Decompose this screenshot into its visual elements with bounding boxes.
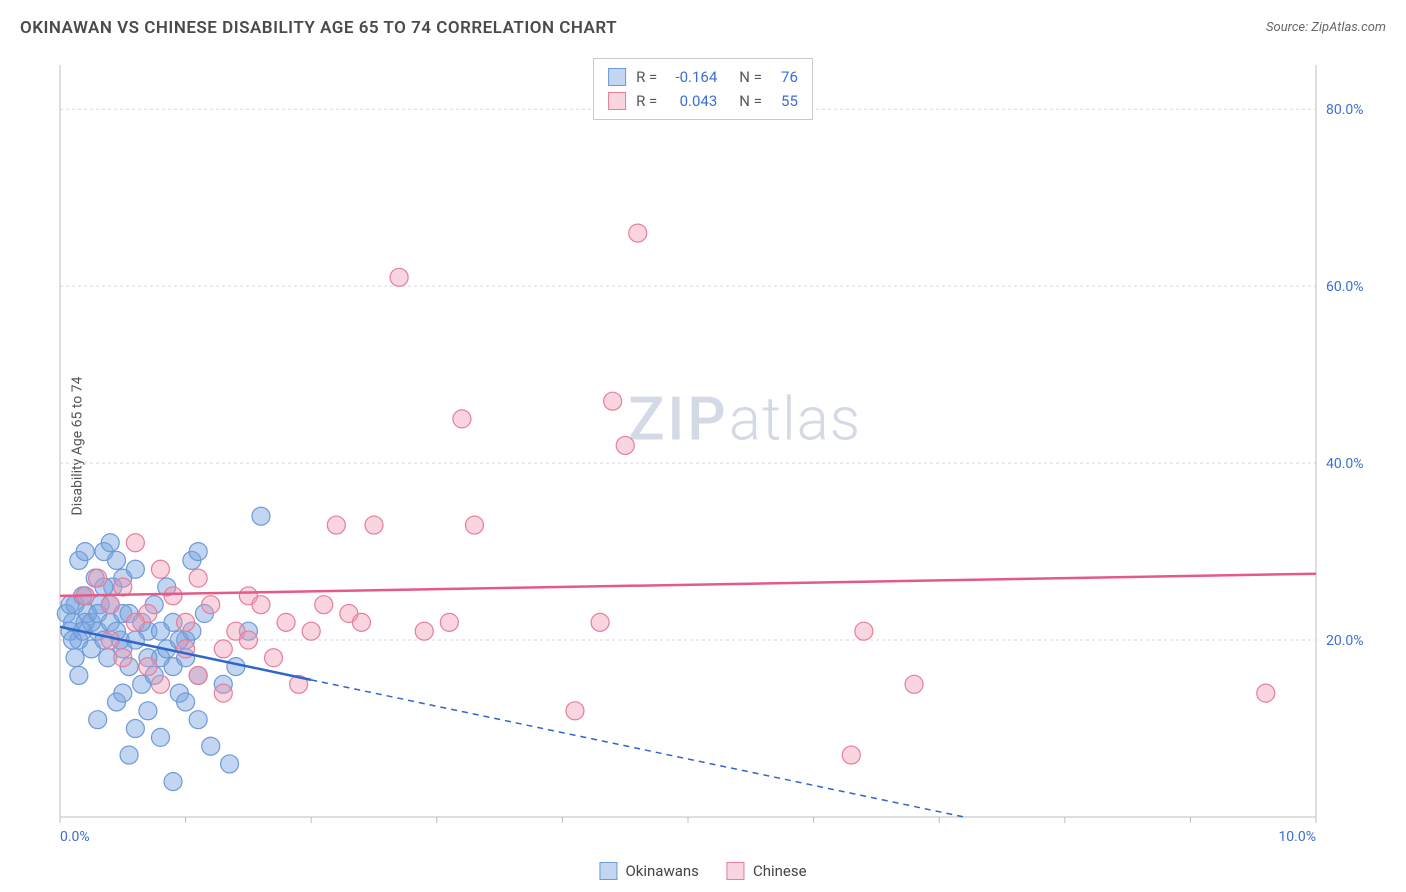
data-point (842, 746, 860, 764)
data-point (89, 569, 107, 587)
data-point (114, 684, 132, 702)
data-point (591, 613, 609, 631)
data-point (855, 622, 873, 640)
data-point (151, 560, 169, 578)
source-attribution: Source: ZipAtlas.com (1266, 20, 1386, 35)
stat-n-value: 76 (772, 65, 798, 89)
data-point (126, 534, 144, 552)
svg-text:60.0%: 60.0% (1326, 279, 1364, 295)
legend-label: Okinawans (625, 862, 698, 880)
data-point (227, 658, 245, 676)
data-point (327, 516, 345, 534)
data-point (151, 675, 169, 693)
data-point (114, 578, 132, 596)
series-swatch (608, 92, 626, 110)
series-swatch (608, 68, 626, 86)
stat-r-value: 0.043 (667, 89, 717, 113)
stats-row: R = -0.164 N = 76 (608, 65, 798, 89)
svg-text:10.0%: 10.0% (1278, 829, 1316, 845)
trend-line (60, 574, 1316, 596)
data-point (126, 720, 144, 738)
data-point (126, 613, 144, 631)
data-point (164, 587, 182, 605)
data-point (453, 410, 471, 428)
data-point (126, 631, 144, 649)
data-point (189, 711, 207, 729)
data-point (221, 755, 239, 773)
data-point (352, 613, 370, 631)
data-point (315, 596, 333, 614)
data-point (70, 666, 88, 684)
stats-row: R = 0.043 N = 55 (608, 89, 798, 113)
data-point (76, 543, 94, 561)
data-point (265, 649, 283, 667)
legend-swatch (599, 862, 617, 880)
stat-n-value: 55 (772, 89, 798, 113)
data-point (302, 622, 320, 640)
stat-r-label: R = (636, 65, 657, 89)
correlation-stats-box: R = -0.164 N = 76 R = 0.043 N = 55 (593, 58, 813, 120)
data-point (277, 613, 295, 631)
data-point (101, 631, 119, 649)
data-point (465, 516, 483, 534)
svg-text:0.0%: 0.0% (60, 829, 90, 845)
data-point (120, 746, 138, 764)
data-point (239, 631, 257, 649)
legend-swatch (727, 862, 745, 880)
chart-area: 20.0%40.0%60.0%80.0%0.0%10.0% ZIPatlas (50, 55, 1386, 847)
data-point (139, 658, 157, 676)
data-point (101, 596, 119, 614)
legend-item: Okinawans (599, 862, 698, 880)
data-point (390, 268, 408, 286)
trend-line-extrapolated (311, 680, 964, 817)
data-point (629, 224, 647, 242)
data-point (415, 622, 433, 640)
data-point (177, 613, 195, 631)
data-point (604, 392, 622, 410)
data-point (202, 737, 220, 755)
data-point (66, 649, 84, 667)
data-point (566, 702, 584, 720)
data-point (189, 543, 207, 561)
data-point (202, 596, 220, 614)
data-point (440, 613, 458, 631)
data-point (365, 516, 383, 534)
stat-n-label: N = (739, 65, 762, 89)
data-point (89, 711, 107, 729)
data-point (101, 534, 119, 552)
series-legend: Okinawans Chinese (599, 862, 806, 880)
data-point (139, 702, 157, 720)
data-point (151, 728, 169, 746)
stat-r-value: -0.164 (667, 65, 717, 89)
data-point (164, 773, 182, 791)
svg-text:80.0%: 80.0% (1326, 102, 1364, 118)
stat-n-label: N = (739, 89, 762, 113)
data-point (252, 596, 270, 614)
data-point (177, 693, 195, 711)
data-point (108, 551, 126, 569)
scatter-plot: 20.0% 40.0% 60.0% 80.0% 0.0% 10.0% (50, 55, 1386, 847)
data-point (616, 436, 634, 454)
legend-item: Chinese (727, 862, 807, 880)
data-point (905, 675, 923, 693)
data-point (214, 640, 232, 658)
svg-text:40.0%: 40.0% (1326, 456, 1364, 472)
legend-label: Chinese (753, 862, 807, 880)
data-point (1257, 684, 1275, 702)
data-point (189, 569, 207, 587)
data-point (189, 666, 207, 684)
data-point (252, 507, 270, 525)
svg-text:20.0%: 20.0% (1326, 633, 1364, 649)
stat-r-label: R = (636, 89, 657, 113)
data-point (114, 649, 132, 667)
data-point (214, 684, 232, 702)
chart-title: OKINAWAN VS CHINESE DISABILITY AGE 65 TO… (20, 18, 617, 38)
data-point (151, 622, 169, 640)
